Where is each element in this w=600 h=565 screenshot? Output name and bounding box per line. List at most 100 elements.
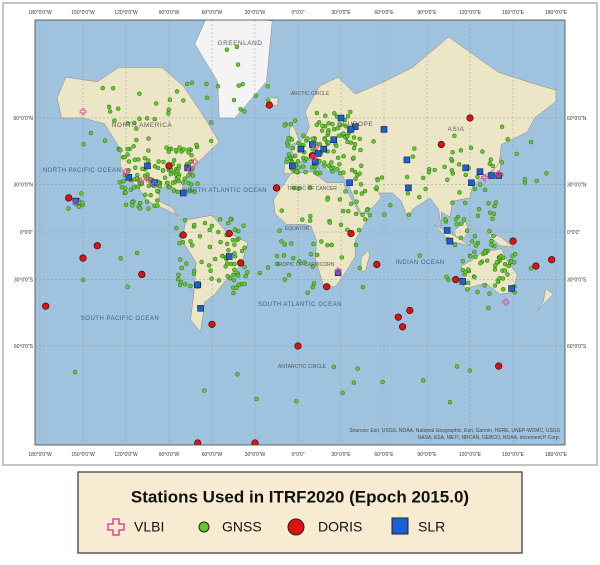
gnss-station [371, 139, 376, 144]
gnss-station [232, 261, 237, 267]
doris-station [347, 229, 355, 238]
legend-box [77, 471, 523, 554]
gnss-station [499, 124, 505, 130]
longitude-label: 0°0'0" [291, 10, 304, 16]
gnss-station [106, 104, 112, 110]
gnss-station [301, 164, 306, 169]
gnss-station [311, 281, 317, 286]
gnss-station [195, 181, 200, 186]
slr-station [197, 305, 204, 312]
gnss-station [206, 263, 212, 268]
gnss-station [155, 165, 161, 171]
gnss-station [472, 233, 477, 239]
gnss-station [323, 113, 328, 118]
gnss-station [208, 138, 214, 144]
gnss-station [179, 265, 184, 271]
latitude-label: 30°0'0"N [567, 182, 587, 188]
longitude-label: 90°0'0"E [417, 452, 437, 458]
gnss-station [164, 145, 169, 150]
gnss-station [132, 157, 138, 162]
map-area [35, 20, 565, 445]
gnss-station [302, 260, 307, 265]
gnss-station [478, 261, 483, 266]
gnss-station [291, 185, 296, 191]
gnss-station [281, 253, 287, 258]
longitude-label: 60°0'0"W [202, 10, 223, 16]
gnss-station [176, 163, 182, 169]
gnss-station [522, 176, 528, 182]
gnss-station [488, 157, 493, 162]
gnss-station [212, 256, 218, 262]
slr-station [443, 227, 451, 234]
gnss-station [175, 277, 181, 282]
gnss-station [334, 143, 339, 149]
doris-station [406, 306, 414, 315]
doris-station [399, 323, 407, 331]
gnss-station [155, 188, 160, 194]
gnss-station [176, 272, 181, 277]
gnss-station [140, 166, 145, 172]
vlbi-station [79, 108, 87, 116]
gnss-station [232, 251, 237, 256]
gnss-station [110, 85, 116, 91]
doris-symbol [287, 518, 305, 536]
gnss-station [352, 142, 358, 147]
latitude-label: 60°0'0"N [567, 116, 587, 122]
region-label: ASIA [448, 126, 465, 133]
gnss-station [146, 136, 151, 141]
gnss-station [279, 208, 284, 213]
gnss-station [421, 378, 426, 383]
gnss-station [483, 187, 488, 193]
gnss-station [421, 175, 426, 181]
latitude-label: 30°0'0"N [14, 182, 34, 188]
gnss-station [241, 223, 246, 228]
gnss-station [423, 186, 428, 192]
gnss-station [180, 239, 186, 245]
vlbi-station [310, 154, 318, 162]
gnss-station [122, 186, 128, 191]
vlbi-station [191, 158, 199, 166]
legend-item: DORIS [318, 519, 362, 535]
gnss-station [81, 277, 86, 283]
gnss-station [468, 254, 473, 259]
gnss-station [327, 220, 332, 225]
gnss-station [497, 276, 502, 281]
gnss-station [512, 251, 518, 257]
gnss-station [449, 156, 454, 162]
gnss-station [123, 202, 129, 208]
gnss-station [338, 222, 344, 228]
gnss-station [450, 149, 455, 155]
longitude-label: 120°0'0"W [114, 452, 138, 458]
gnss-station [494, 259, 500, 265]
gnss-station [406, 212, 412, 217]
latitude-label: 30°0'0"S [567, 278, 587, 284]
gnss-station [357, 265, 362, 271]
gnss-station [175, 189, 181, 195]
landmass [194, 20, 273, 119]
gnss-station [176, 174, 181, 180]
gnss-station [294, 169, 299, 174]
gnss-station [234, 237, 240, 243]
gnss-station [153, 101, 159, 106]
gnss-station [308, 218, 313, 223]
gnss-station [457, 190, 462, 195]
gnss-station [326, 140, 331, 145]
gnss-station [445, 177, 450, 182]
latitude-label: 60°0'0"N [14, 116, 34, 122]
gnss-station [190, 243, 195, 248]
slr-station [320, 145, 328, 153]
latitude-label: 30°0'0"S [14, 278, 34, 284]
longitude-label: 150°0'0"E [502, 452, 525, 458]
gnss-station [224, 241, 230, 247]
slr-station [334, 269, 342, 276]
doris-station [179, 231, 187, 239]
gnss-station [188, 239, 193, 244]
gnss-station [329, 242, 334, 248]
longitude-label: 150°0'0"E [502, 10, 525, 16]
doris-station [65, 194, 73, 202]
gnss-station [486, 200, 491, 206]
gnss-station [224, 47, 230, 52]
ocean-label: NORTH PACIFIC OCEAN [43, 168, 122, 174]
vlbi-station [502, 298, 510, 306]
line-label: TROPIC OF CANCER [287, 186, 337, 192]
